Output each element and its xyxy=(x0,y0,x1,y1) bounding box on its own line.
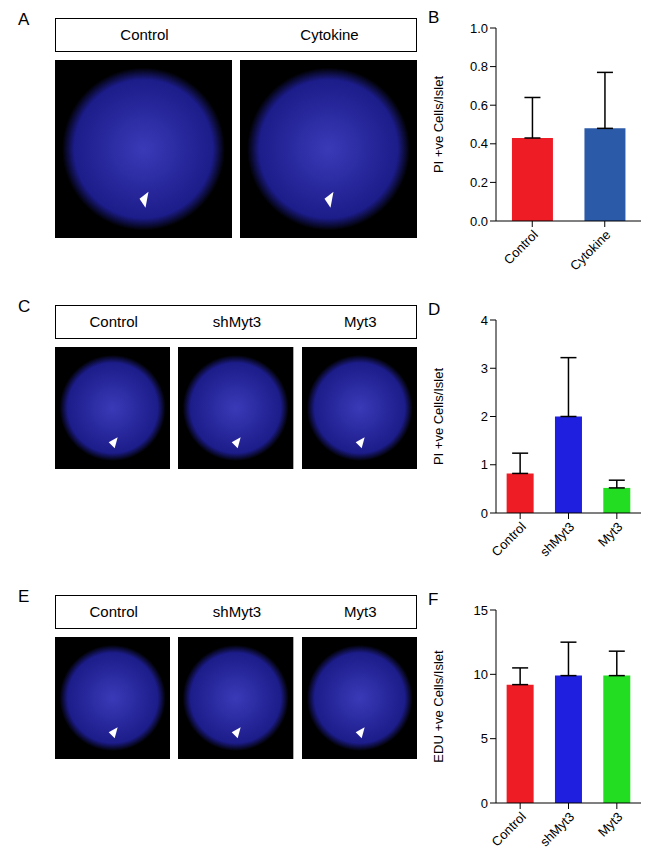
html-text:C: C xyxy=(18,297,31,316)
svg-text:2: 2 xyxy=(481,409,488,424)
svg-text:0.8: 0.8 xyxy=(470,59,488,74)
svg-text:0: 0 xyxy=(481,506,488,521)
html-text:E: E xyxy=(18,587,30,606)
svg-text:1.0: 1.0 xyxy=(470,21,488,36)
svg-text:Control: Control xyxy=(489,519,529,559)
html-text:Control: Control xyxy=(89,313,138,330)
svg-text:0.0: 0.0 xyxy=(470,214,488,229)
svg-text:15: 15 xyxy=(474,603,488,618)
svg-text:Control: Control xyxy=(489,809,529,849)
svg-text:Control: Control xyxy=(501,227,541,267)
svg-text:shMyt3: shMyt3 xyxy=(537,519,577,559)
svg-text:Myt3: Myt3 xyxy=(595,519,626,550)
svg-text:shMyt3: shMyt3 xyxy=(537,809,577,849)
html-text:Cytokine: Cytokine xyxy=(300,26,359,43)
svg-text:PI +ve Cells/Islet: PI +ve Cells/Islet xyxy=(431,76,446,174)
html-text:shMyt3: shMyt3 xyxy=(212,313,262,330)
html-text:Control: Control xyxy=(120,26,169,43)
svg-text:0: 0 xyxy=(481,796,488,811)
html-text:A: A xyxy=(18,10,30,29)
html-text:B: B xyxy=(428,8,440,27)
svg-text:0.2: 0.2 xyxy=(470,175,488,190)
svg-text:5: 5 xyxy=(481,731,488,746)
svg-text:0.6: 0.6 xyxy=(470,98,488,113)
svg-text:4: 4 xyxy=(481,313,488,328)
html-text:Control: Control xyxy=(89,603,138,620)
svg-text:PI +ve Cells/Islet: PI +ve Cells/Islet xyxy=(431,368,446,466)
html-text:Myt3: Myt3 xyxy=(344,603,377,620)
html-text:F: F xyxy=(428,590,439,609)
svg-text:3: 3 xyxy=(481,361,488,376)
svg-text:Myt3: Myt3 xyxy=(595,809,626,840)
svg-text:1: 1 xyxy=(481,457,488,472)
svg-text:0.4: 0.4 xyxy=(470,136,488,151)
svg-text:10: 10 xyxy=(474,667,488,682)
svg-text:Cytokine: Cytokine xyxy=(567,227,613,273)
svg-text:EDU +ve Cells/Islet: EDU +ve Cells/Islet xyxy=(431,650,446,763)
html-text:Myt3: Myt3 xyxy=(344,313,377,330)
html-text:D: D xyxy=(428,300,441,319)
html-text:shMyt3: shMyt3 xyxy=(212,603,262,620)
